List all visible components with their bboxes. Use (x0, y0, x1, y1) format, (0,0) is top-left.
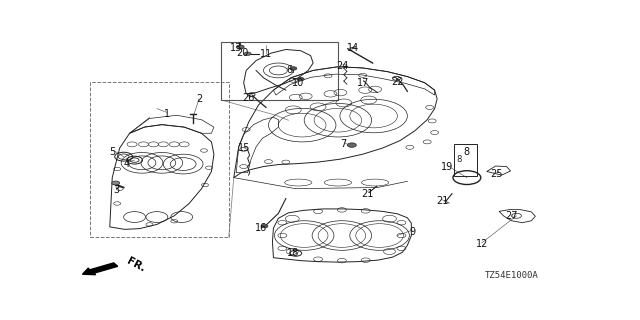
Text: 20: 20 (236, 48, 248, 58)
Text: 4: 4 (124, 159, 130, 169)
Circle shape (112, 181, 120, 185)
Circle shape (297, 77, 304, 81)
Bar (454, 144, 477, 176)
Text: 14: 14 (347, 43, 359, 53)
Text: 8: 8 (464, 147, 470, 157)
Circle shape (244, 52, 251, 55)
Text: 2: 2 (196, 94, 202, 104)
Text: 3: 3 (113, 185, 119, 195)
Text: 5: 5 (109, 147, 115, 157)
Text: 25: 25 (490, 169, 503, 179)
Text: 11: 11 (260, 49, 272, 60)
Bar (90, 82, 229, 237)
Text: 7: 7 (340, 139, 346, 149)
Text: FR.: FR. (125, 256, 147, 274)
Circle shape (348, 143, 356, 147)
Text: 10: 10 (292, 78, 305, 88)
Circle shape (236, 45, 244, 49)
Text: 21: 21 (362, 188, 374, 199)
Circle shape (290, 67, 297, 70)
Text: 24: 24 (337, 60, 349, 70)
Text: 15: 15 (237, 143, 250, 153)
Text: 17: 17 (356, 78, 369, 88)
Text: 13: 13 (230, 43, 243, 53)
Text: 21: 21 (436, 196, 448, 206)
Text: 8: 8 (457, 155, 462, 164)
Text: 18: 18 (287, 248, 300, 258)
Text: 22: 22 (391, 76, 404, 86)
Text: TZ54E1000A: TZ54E1000A (484, 271, 538, 280)
FancyArrow shape (83, 263, 118, 275)
Text: 9: 9 (409, 227, 415, 237)
Text: 27: 27 (505, 211, 518, 221)
Text: 12: 12 (476, 239, 488, 249)
Text: 16: 16 (255, 223, 267, 233)
Circle shape (261, 224, 268, 228)
Text: 1: 1 (164, 108, 170, 118)
Text: 19: 19 (441, 162, 453, 172)
Bar (221, 42, 338, 100)
Text: 6: 6 (286, 65, 292, 76)
Text: 26: 26 (243, 92, 255, 102)
